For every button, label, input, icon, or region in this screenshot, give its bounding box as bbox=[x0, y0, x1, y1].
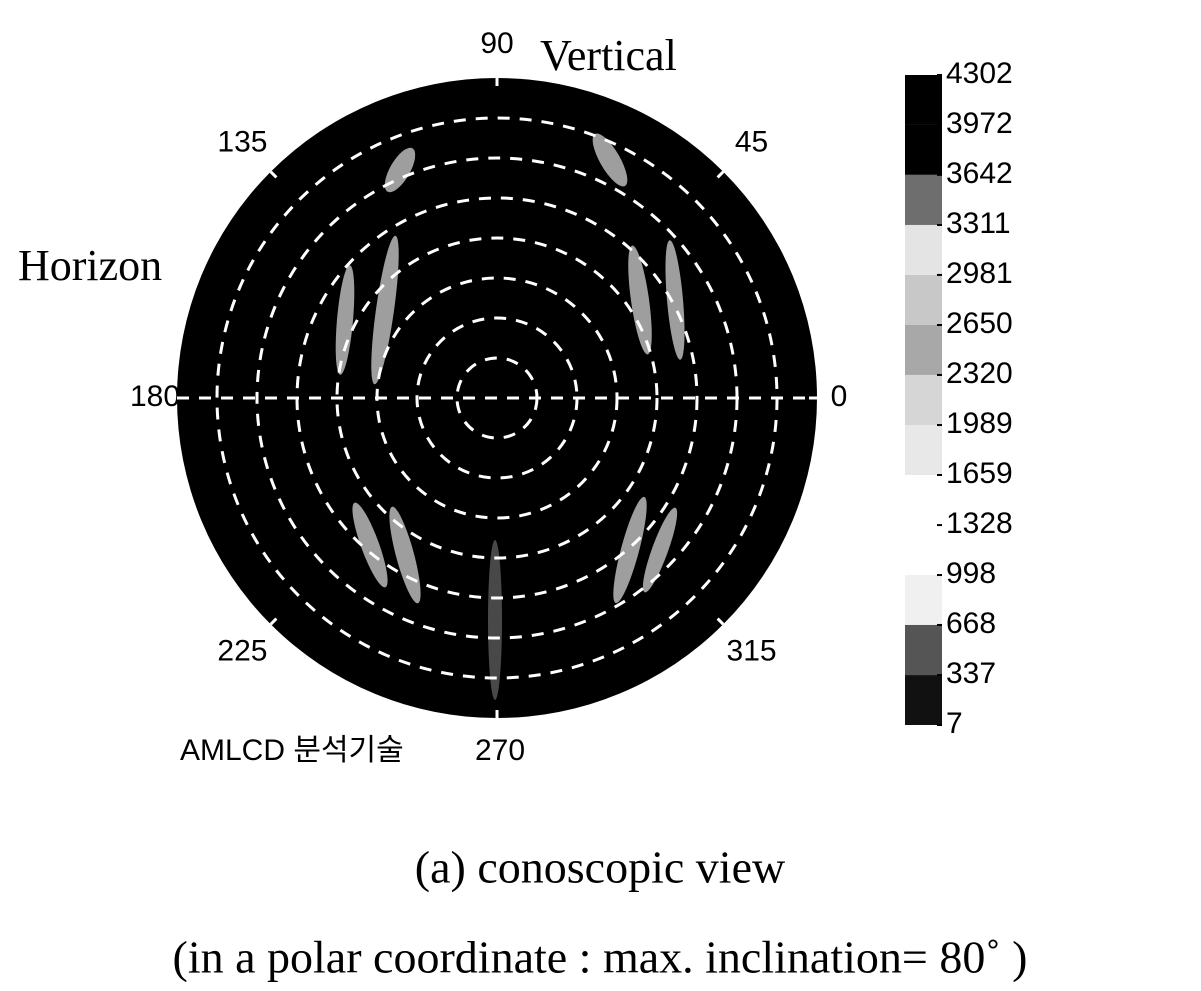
angle-tick-label: 225 bbox=[217, 634, 267, 667]
angle-tick-label: 45 bbox=[735, 125, 768, 158]
colorbar-band bbox=[905, 225, 942, 275]
colorbar-tick-label: 1989 bbox=[946, 407, 1013, 440]
colorbar-tick-label: 3311 bbox=[946, 207, 1011, 240]
colorbar-band bbox=[905, 475, 942, 525]
colorbar-band bbox=[905, 75, 942, 125]
watermark: AMLCD 분석기술 bbox=[180, 734, 404, 767]
colorbar-band bbox=[905, 175, 942, 225]
vertical-label: Vertical bbox=[540, 31, 677, 80]
colorbar-tick-label: 2650 bbox=[946, 307, 1013, 340]
angle-tick-label: 135 bbox=[217, 125, 267, 158]
figure: Horizon Vertical AMLCD 분석기술 (a) conoscop… bbox=[0, 0, 1201, 991]
colorbar-band bbox=[905, 675, 942, 725]
colorbar-tick-label: 2981 bbox=[946, 257, 1013, 290]
colorbar-tick-label: 4302 bbox=[946, 57, 1013, 90]
colorbar-band bbox=[905, 275, 942, 325]
angle-tick-label: 90 bbox=[480, 27, 513, 60]
colorbar-band bbox=[905, 125, 942, 175]
colorbar-band bbox=[905, 625, 942, 675]
colorbar-tick-label: 1328 bbox=[946, 507, 1013, 540]
colorbar-band bbox=[905, 575, 942, 625]
colorbar-tick-label: 998 bbox=[946, 557, 996, 590]
colorbar-band bbox=[905, 325, 942, 375]
caption: (a) conoscopic view bbox=[415, 842, 786, 893]
colorbar-band bbox=[905, 375, 942, 425]
colorbar-band bbox=[905, 425, 942, 475]
colorbar-tick-label: 3642 bbox=[946, 157, 1013, 190]
colorbar-tick-label: 337 bbox=[946, 657, 996, 690]
colorbar-tick-label: 1659 bbox=[946, 457, 1013, 490]
colorbar-tick-label: 3972 bbox=[946, 107, 1013, 140]
subcaption: (in a polar coordinate : max. inclinatio… bbox=[173, 932, 1028, 983]
colorbar-tick-label: 7 bbox=[946, 707, 963, 740]
colorbar-tick-label: 668 bbox=[946, 607, 996, 640]
angle-tick-label: 315 bbox=[727, 634, 777, 667]
colorbar-tick-label: 2320 bbox=[946, 357, 1013, 390]
angle-tick-label: 180 bbox=[130, 380, 180, 413]
angle-tick-label: 270 bbox=[475, 734, 525, 767]
colorbar-band bbox=[905, 525, 942, 575]
horizontal-label: Horizon bbox=[18, 241, 162, 290]
angle-tick-label: 0 bbox=[831, 380, 848, 413]
